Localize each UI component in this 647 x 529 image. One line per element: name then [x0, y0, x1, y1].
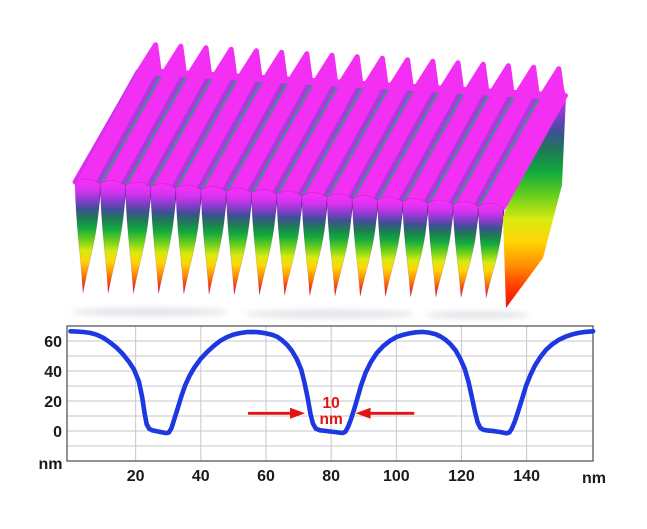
front-blade [150, 183, 177, 294]
groove-stripe [296, 87, 362, 196]
groove-stripe [301, 87, 364, 196]
x-tick-label: 120 [448, 468, 475, 485]
groove-stripe [120, 77, 186, 186]
chart-frame [66, 325, 594, 462]
chart-grid [67, 326, 593, 461]
groove-stripe [99, 75, 162, 184]
groove-stripe [225, 83, 288, 192]
profile-line [68, 328, 596, 436]
groove-stripe [376, 92, 439, 201]
groove-stripe [253, 85, 315, 193]
groove-stripe [202, 82, 264, 190]
groove-stripe [379, 92, 441, 201]
front-blade [124, 181, 152, 294]
groove-stripe [271, 86, 337, 195]
front-blade [477, 202, 504, 298]
groove-stripe [145, 78, 211, 187]
groove-stripe [422, 95, 488, 204]
x-tick-label: 80 [322, 468, 340, 485]
front-blade [351, 195, 378, 297]
y-tick-label: 20 [44, 394, 62, 411]
left-edge-accent [74, 69, 138, 183]
groove-stripe [447, 96, 514, 205]
y-axis-unit: nm [39, 456, 63, 473]
groove-stripe [429, 95, 491, 204]
front-blade [175, 184, 202, 295]
groove-stripe [101, 76, 163, 184]
groove-stripe [246, 84, 312, 193]
groove-stripe [477, 98, 540, 207]
groove-stripe [276, 86, 338, 195]
annotation-value: 10 [323, 395, 340, 412]
groove-stripe [397, 93, 463, 202]
front-blade [301, 192, 328, 296]
annotation-arrow-head [290, 407, 306, 419]
front-blade [225, 187, 252, 295]
groove-stripe [124, 77, 187, 186]
groove-stripe [353, 91, 415, 199]
x-tick-label: 60 [257, 468, 275, 485]
groove-stripe [175, 80, 238, 189]
front-blade [74, 178, 101, 294]
front-cross-section [74, 178, 504, 298]
groove-stripe [452, 96, 515, 205]
right-side-face [503, 69, 566, 308]
front-blade [402, 198, 429, 297]
annotation-unit: nm [320, 411, 343, 428]
groove-stripe [195, 81, 262, 190]
groove-stripe [454, 97, 516, 205]
groove-stripe [170, 80, 236, 189]
front-blade [250, 189, 278, 296]
groove-stripe [347, 90, 413, 199]
front-blade [276, 190, 303, 296]
groove-stripe [250, 84, 313, 193]
groove-stripe [227, 83, 289, 192]
front-blade [427, 199, 454, 298]
groove-stripe [127, 77, 189, 186]
y-tick-label: 60 [44, 334, 62, 351]
groove-stripe [150, 78, 212, 187]
front-blade [452, 201, 479, 298]
groove-stripe [221, 83, 287, 192]
groove-stripe [473, 98, 539, 207]
front-blade [376, 196, 404, 297]
x-axis-unit: nm [582, 470, 606, 487]
groove-stripe [200, 81, 263, 190]
groove-stripe [404, 94, 466, 202]
groove-stripe [152, 79, 214, 187]
annotation-arrow-head [355, 407, 371, 419]
groove-stripe [372, 92, 438, 201]
surface-3d [72, 42, 568, 319]
ground-shadows [72, 307, 530, 319]
x-tick-label: 140 [513, 468, 540, 485]
groove-stripe [278, 86, 340, 195]
groove-stripe [321, 89, 388, 198]
groove-stripe [326, 89, 389, 198]
y-tick-label: 40 [44, 364, 62, 381]
x-tick-label: 20 [127, 468, 145, 485]
groove-stripe [95, 75, 161, 184]
x-tick-label: 100 [383, 468, 410, 485]
groove-stripe [303, 88, 365, 196]
groove-stripe [402, 93, 464, 202]
front-blade [99, 180, 126, 294]
groove-stripe [427, 95, 490, 204]
front-blade [200, 186, 227, 295]
groove-stripe [479, 98, 541, 207]
groove-stripe [351, 90, 414, 199]
x-tick-label: 40 [192, 468, 210, 485]
groove-stripe [328, 89, 390, 198]
top-groove-stripes [95, 75, 541, 207]
front-blade [326, 193, 353, 297]
groove-stripe [177, 80, 239, 189]
y-tick-label: 0 [53, 424, 62, 441]
